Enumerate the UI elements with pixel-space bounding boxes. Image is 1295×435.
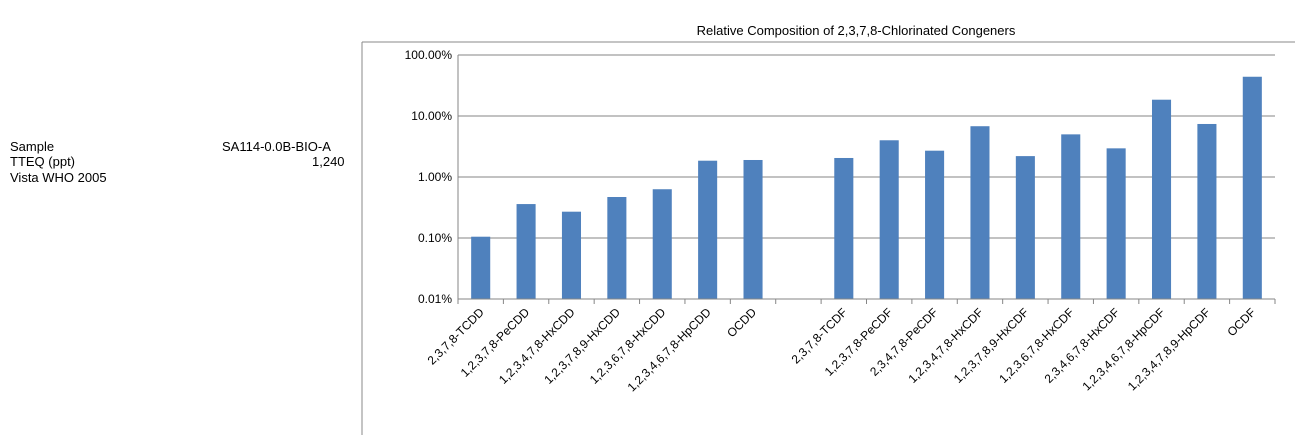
chart-title: Relative Composition of 2,3,7,8-Chlorina… (697, 23, 1016, 38)
y-tick-labels: 100.00% 10.00% 1.00% 0.10% 0.01% (405, 48, 453, 306)
x-tick-labels: 2,3,7,8-TCDD1,2,3,7,8-PeCDD1,2,3,4,7,8-H… (425, 305, 1259, 394)
x-tick-label: 1,2,3,4,6,7,8-HpCDF (1079, 305, 1167, 393)
x-tick-label: 1,2,3,4,7,8,9-HpCDF (1125, 305, 1213, 393)
sample-value: SA114-0.0B-BIO-A (222, 139, 331, 154)
y-tick-label: 100.00% (405, 48, 453, 62)
tteq-label: TTEQ (ppt) (10, 154, 76, 169)
x-tick-label: 1,2,3,7,8,9-HxCDD (541, 305, 623, 387)
sample-label: Sample (10, 139, 55, 154)
x-tick-label: 1,2,3,4,6,7,8-HpCDD (625, 305, 714, 394)
bar (743, 159, 763, 299)
bar (516, 204, 536, 299)
bar (1015, 156, 1035, 299)
y-tick-label: 0.01% (418, 292, 452, 306)
axes (457, 55, 1276, 304)
y-tick-label: 0.10% (418, 231, 452, 245)
bar (1197, 123, 1217, 299)
bar (879, 140, 899, 299)
y-tick-label: 10.00% (411, 109, 452, 123)
bar (1061, 134, 1081, 299)
bar (834, 157, 854, 299)
bar (652, 189, 672, 299)
x-tick-label: 1,2,3,6,7,8-HxCDD (587, 305, 669, 387)
bar (1151, 99, 1172, 300)
bar (925, 150, 945, 299)
gridlines (458, 54, 1275, 239)
x-tick-label: OCDF (1224, 305, 1258, 339)
bar (970, 126, 990, 300)
tteq-value: 1,240 (312, 154, 345, 169)
x-tick-label: OCDD (724, 305, 759, 340)
y-tick-label: 1.00% (418, 170, 452, 184)
x-tick-label: 1,2,3,4,7,8-HxCDD (496, 305, 578, 387)
bar (471, 236, 491, 299)
bar (1106, 148, 1126, 299)
bar (1242, 76, 1262, 299)
bar (607, 197, 627, 299)
bar (561, 211, 582, 299)
bars (471, 76, 1262, 300)
tteq-note: Vista WHO 2005 (10, 170, 107, 185)
bar (698, 160, 718, 299)
